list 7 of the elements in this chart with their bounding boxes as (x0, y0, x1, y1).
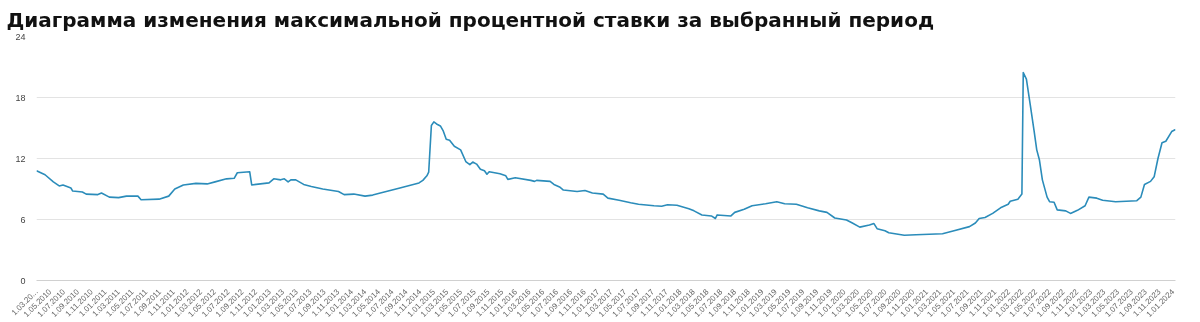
y-tick-label: 0 (20, 275, 26, 286)
y-tick-label: 24 (15, 31, 26, 42)
y-tick-label: 12 (15, 153, 26, 164)
chart-title: Диаграмма изменения максимальной процентной ставки за выбранный период (6, 7, 935, 32)
y-tick-label: 18 (15, 92, 26, 103)
line-series (36, 71, 1176, 237)
y-tick-label: 6 (20, 214, 26, 225)
